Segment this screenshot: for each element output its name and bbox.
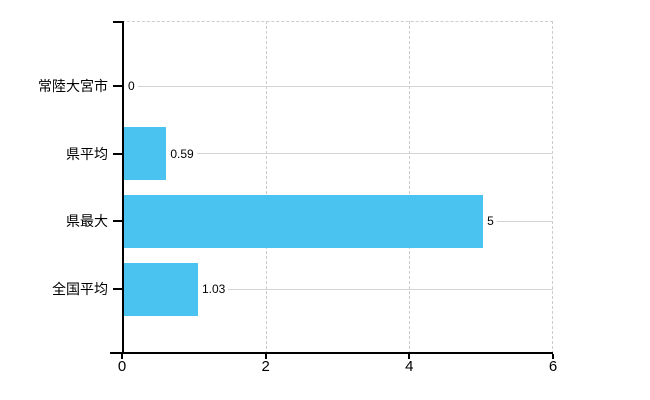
y-axis-tick — [113, 152, 122, 155]
x-axis-tick — [121, 354, 123, 359]
category-label: 常陸大宮市 — [38, 78, 108, 94]
bar — [124, 262, 198, 316]
x-axis-tick — [264, 354, 267, 359]
y-axis-tick — [113, 220, 122, 223]
x-tick-label: 6 — [548, 358, 558, 375]
x-tick-label: 2 — [261, 358, 270, 375]
x-axis-line — [110, 352, 553, 354]
category-label: 全国平均 — [52, 281, 108, 297]
y-axis-tick — [113, 85, 122, 87]
plot-border-right — [552, 21, 553, 354]
vertical-gridline — [265, 21, 267, 354]
y-axis-line — [122, 21, 124, 354]
y-axis-tick — [113, 288, 122, 290]
x-axis-tick — [408, 354, 411, 359]
bar-value-label: 1.03 — [201, 282, 226, 296]
category-label: 県平均 — [66, 145, 108, 162]
y-axis-end-tick — [113, 21, 122, 23]
bar — [124, 127, 167, 181]
x-tick-label: 0 — [117, 358, 127, 375]
bar-row: 1.03 — [124, 262, 553, 316]
bar-value-label: 0.59 — [170, 146, 194, 161]
plot-border-top — [122, 21, 553, 22]
category-label: 県最大 — [66, 213, 108, 230]
leader-line — [137, 85, 553, 87]
vertical-gridline — [409, 21, 411, 354]
leader-line — [196, 153, 553, 155]
leader-line — [228, 288, 553, 290]
bar-value-label: 5 — [487, 214, 494, 229]
bar-value-label: 0 — [128, 79, 135, 93]
leader-line — [496, 220, 553, 222]
bar — [124, 194, 484, 248]
x-axis-tick — [552, 354, 554, 359]
bar-row: 5 — [124, 194, 553, 248]
bar-row: 0.59 — [124, 127, 553, 181]
plot-area: 0 0.59 5 1.03 — [110, 21, 554, 359]
x-tick-label: 4 — [405, 358, 414, 375]
bar-row: 0 — [124, 60, 553, 113]
